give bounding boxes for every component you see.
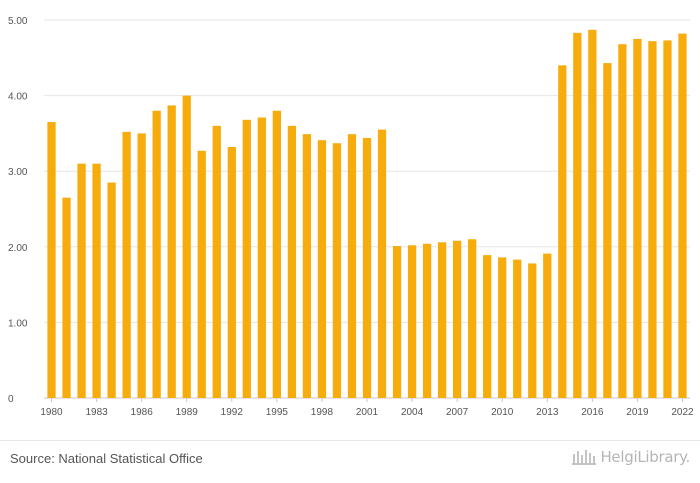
x-tick-label: 2016 xyxy=(581,407,604,418)
bar-1998 xyxy=(317,140,327,399)
bar-2005 xyxy=(422,243,432,398)
bar-2014 xyxy=(558,65,567,399)
bar-2006 xyxy=(437,242,447,398)
bar-2002 xyxy=(377,129,387,398)
x-tick-label: 2010 xyxy=(491,407,514,418)
x-tick-label: 1983 xyxy=(85,407,108,418)
bar-2022 xyxy=(678,33,687,398)
brand-logo[interactable]: HelgiLibrary. xyxy=(571,448,690,466)
bar-1993 xyxy=(242,119,251,399)
bar-1984 xyxy=(107,182,116,398)
bar-2009 xyxy=(483,255,492,398)
x-tick-label: 1980 xyxy=(40,407,63,418)
bar-2018 xyxy=(618,44,627,398)
bar-1995 xyxy=(272,110,281,398)
bar-1981 xyxy=(62,197,71,398)
x-tick-label: 1992 xyxy=(221,407,244,418)
x-tick-label: 1998 xyxy=(311,407,334,418)
x-tick-label: 1986 xyxy=(131,407,154,418)
bar-1996 xyxy=(287,125,297,398)
x-tick-label: 2013 xyxy=(536,407,559,418)
x-tick-label: 2007 xyxy=(446,407,469,418)
bar-chart: 0 1.00 2.00 3.00 4.00 5.00 1980 1983 1986 1989 199… xyxy=(8,16,694,418)
bar-1990 xyxy=(197,150,206,398)
y-tick-label: 1.00 xyxy=(8,318,28,329)
bar-2008 xyxy=(468,239,477,398)
bar-1988 xyxy=(167,105,176,398)
source-note: Source: National Statistical Office xyxy=(10,451,203,466)
bar-2007 xyxy=(453,240,462,398)
bar-2001 xyxy=(362,137,372,398)
bar-2021 xyxy=(663,40,672,399)
y-tick-label: 0 xyxy=(8,394,14,405)
bar-1982 xyxy=(77,163,86,398)
bar-2010 xyxy=(498,257,507,398)
x-tick-label: 1995 xyxy=(266,407,289,418)
bar-1989 xyxy=(182,95,191,398)
y-tick-label: 3.00 xyxy=(8,167,28,178)
bar-2015 xyxy=(573,32,582,399)
x-tick-label: 2019 xyxy=(626,407,649,418)
bar-2017 xyxy=(603,63,612,398)
bar-2003 xyxy=(392,246,402,398)
bar-1994 xyxy=(257,117,266,399)
x-tick-label: 2004 xyxy=(401,407,424,418)
bar-1986 xyxy=(137,133,146,398)
bar-2004 xyxy=(407,245,417,398)
y-tick-label: 5.00 xyxy=(8,16,28,27)
bar-2016 xyxy=(588,29,597,398)
bar-2000 xyxy=(347,134,357,398)
bar-1999 xyxy=(332,143,342,398)
library-icon xyxy=(572,450,597,465)
bar-2013 xyxy=(543,253,552,398)
x-tick-label: 2001 xyxy=(356,407,379,418)
bar-2011 xyxy=(513,259,522,398)
x-tick-label: 2022 xyxy=(671,407,694,418)
bar-2020 xyxy=(648,41,657,398)
bar-2012 xyxy=(528,263,537,398)
bar-1992 xyxy=(227,147,236,398)
y-tick-label: 2.00 xyxy=(8,243,28,254)
brand-name: HelgiLibrary. xyxy=(600,448,690,466)
bar-1983 xyxy=(92,163,101,398)
x-tick-label: 1989 xyxy=(176,407,199,418)
y-tick-label: 4.00 xyxy=(8,92,28,103)
bar-1980 xyxy=(47,122,56,398)
bar-1997 xyxy=(302,134,312,398)
bar-1985 xyxy=(122,131,131,398)
bar-1991 xyxy=(212,125,221,398)
footer-divider xyxy=(0,440,700,441)
bar-1987 xyxy=(152,110,161,398)
bar-2019 xyxy=(633,38,642,399)
